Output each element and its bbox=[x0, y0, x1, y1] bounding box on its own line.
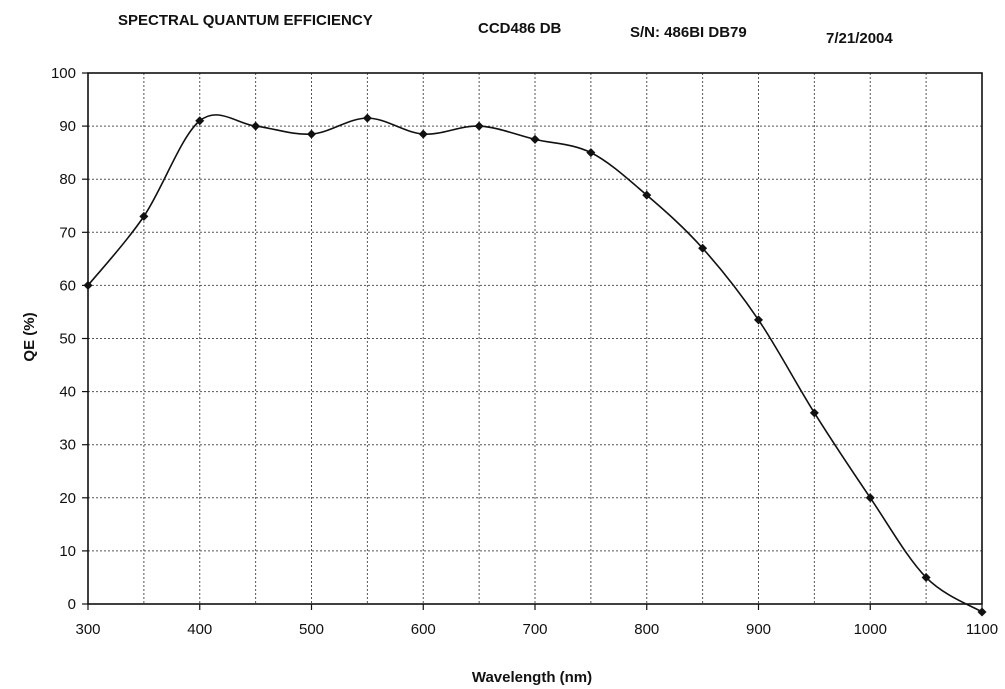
y-tick-label: 0 bbox=[68, 596, 76, 613]
data-point bbox=[251, 121, 261, 131]
x-tick-label: 700 bbox=[522, 621, 547, 638]
data-point bbox=[307, 129, 316, 139]
data-point bbox=[865, 493, 875, 503]
x-tick-label: 1100 bbox=[966, 621, 998, 638]
data-point bbox=[809, 408, 819, 418]
x-tick-label: 1000 bbox=[854, 621, 887, 638]
y-tick-label: 50 bbox=[59, 331, 76, 348]
data-point bbox=[642, 190, 652, 200]
y-axis-label: QE (%) bbox=[21, 312, 38, 361]
y-tick-label: 100 bbox=[51, 65, 76, 82]
x-tick-label: 400 bbox=[187, 621, 212, 638]
data-point bbox=[139, 211, 149, 221]
y-tick-label: 30 bbox=[59, 437, 76, 454]
data-point bbox=[362, 113, 372, 123]
data-point bbox=[195, 116, 205, 126]
y-tick-label: 60 bbox=[59, 277, 76, 294]
y-tick-label: 80 bbox=[59, 171, 76, 188]
y-tick-label: 10 bbox=[59, 543, 76, 560]
data-point bbox=[754, 315, 763, 325]
chart-title: SPECTRAL QUANTUM EFFICIENCY bbox=[118, 12, 373, 29]
y-tick-label: 90 bbox=[59, 118, 76, 135]
data-point bbox=[586, 148, 596, 158]
y-tick-label: 40 bbox=[59, 384, 76, 401]
x-tick-label: 600 bbox=[411, 621, 436, 638]
axes bbox=[82, 72, 983, 610]
serial-number: S/N: 486BI DB79 bbox=[630, 24, 747, 41]
qe-curve bbox=[87, 114, 983, 613]
data-point bbox=[921, 572, 931, 582]
data-point bbox=[698, 243, 708, 253]
detector-model: CCD486 DB bbox=[478, 20, 562, 37]
grid bbox=[88, 73, 982, 604]
y-tick-label: 70 bbox=[59, 224, 76, 241]
x-tick-label: 900 bbox=[746, 621, 771, 638]
x-tick-label: 300 bbox=[75, 621, 100, 638]
data-point bbox=[977, 607, 987, 617]
y-tick-label: 20 bbox=[59, 490, 76, 507]
data-point bbox=[474, 121, 484, 131]
series bbox=[83, 113, 987, 617]
plot-frame bbox=[87, 72, 983, 605]
x-axis-label: Wavelength (nm) bbox=[472, 669, 592, 686]
data-point bbox=[83, 280, 93, 290]
x-tick-label: 500 bbox=[299, 621, 324, 638]
x-tick-label: 800 bbox=[634, 621, 659, 638]
data-point bbox=[530, 134, 540, 144]
tick-labels: 0 10 20 30 40 50 60 70 80 90 100 300 400 500 600 700 800… bbox=[51, 65, 998, 638]
test-date: 7/21/2004 bbox=[826, 30, 893, 47]
data-point bbox=[418, 129, 428, 139]
